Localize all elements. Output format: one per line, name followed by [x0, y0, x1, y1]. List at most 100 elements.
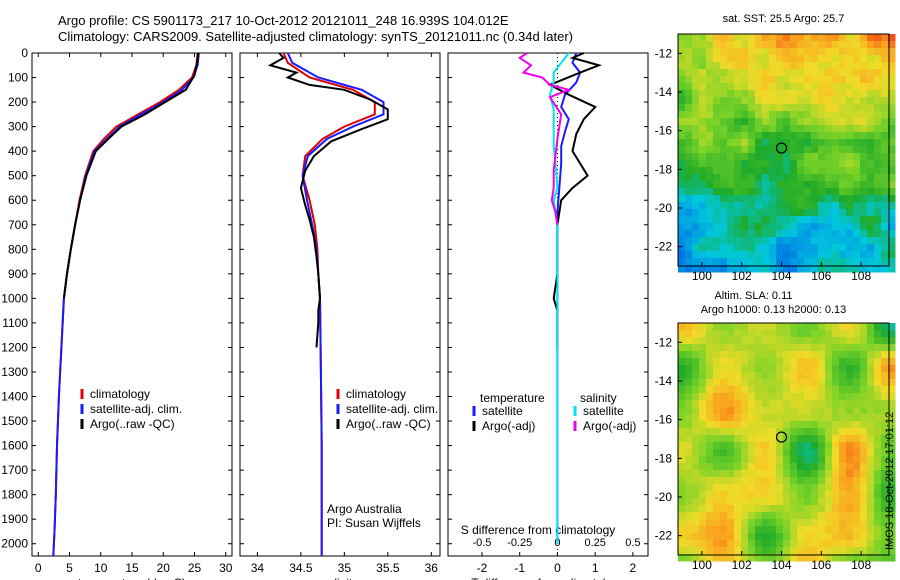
heatmap-cell [846, 400, 854, 408]
heatmap-cells [678, 34, 896, 273]
heatmap-cell [832, 181, 840, 189]
heatmap-cell [783, 386, 791, 394]
heatmap-cell [748, 76, 756, 84]
heatmap-cell [804, 223, 812, 231]
heatmap-cell [762, 358, 770, 366]
heatmap-cell [804, 202, 812, 210]
heatmap-cell [783, 97, 791, 105]
heatmap-cell [860, 456, 868, 464]
heatmap-cell [706, 484, 714, 492]
heatmap-cell [783, 125, 791, 133]
heatmap-cell [846, 34, 854, 42]
heatmap-cell [790, 323, 798, 331]
heatmap-cell [811, 55, 819, 63]
heatmap-cell [804, 111, 812, 119]
heatmap-cell [755, 323, 763, 331]
heatmap-cell [741, 414, 749, 422]
heatmap-cell [783, 188, 791, 196]
heatmap-cell [881, 435, 889, 443]
heatmap-cell [853, 344, 861, 352]
heatmap-cell [839, 230, 847, 238]
heatmap-cell [692, 209, 700, 217]
heatmap-cell [741, 470, 749, 478]
heatmap-cell [888, 435, 896, 443]
heatmap-cell [888, 526, 896, 534]
heatmap-cell [776, 372, 784, 380]
y-tick-label: 1200 [1, 340, 28, 354]
heatmap-cell [706, 498, 714, 506]
heatmap-cell [832, 365, 840, 373]
heatmap-cell [811, 428, 819, 436]
heatmap-cell [797, 230, 805, 238]
heatmap-cell [762, 456, 770, 464]
heatmap-cell [825, 153, 833, 161]
heatmap-cell [720, 167, 728, 175]
heatmap-cell [846, 90, 854, 98]
heatmap-cell [839, 90, 847, 98]
heatmap-cell [713, 223, 721, 231]
heatmap-cell [853, 132, 861, 140]
heatmap-cell [692, 323, 700, 331]
heatmap-cell [692, 202, 700, 210]
heatmap-cell [762, 223, 770, 231]
heatmap-cell [797, 449, 805, 457]
heatmap-cell [769, 251, 777, 259]
heatmap-cell [720, 526, 728, 534]
heatmap-cell [769, 202, 777, 210]
x-tick-label: 35.5 [376, 561, 400, 575]
heatmap-cell [734, 323, 742, 331]
heatmap-cell [797, 477, 805, 485]
heatmap-cell [811, 323, 819, 331]
heatmap-cell [748, 251, 756, 259]
heatmap-cell [818, 365, 826, 373]
heatmap-cell [762, 498, 770, 506]
heatmap-cell [741, 41, 749, 49]
heatmap-cell [825, 358, 833, 366]
heatmap-cell [839, 470, 847, 478]
heatmap-cell [825, 449, 833, 457]
heatmap-cell [762, 167, 770, 175]
heatmap-cell [797, 533, 805, 541]
heatmap-cell [776, 181, 784, 189]
heatmap-cell [790, 365, 798, 373]
y-tick-label: 300 [8, 120, 28, 134]
heatmap-cell [860, 223, 868, 231]
heatmap-cell [720, 435, 728, 443]
heatmap-cell [720, 421, 728, 429]
heatmap-cell [727, 386, 735, 394]
heatmap-cell [692, 533, 700, 541]
heatmap-cell [783, 202, 791, 210]
heatmap-cell [720, 34, 728, 42]
heatmap-cell [860, 365, 868, 373]
heatmap-cell [797, 174, 805, 182]
heatmap-cell [706, 533, 714, 541]
heatmap-cell [832, 195, 840, 203]
heatmap-cell [678, 512, 686, 520]
heatmap-cell [818, 216, 826, 224]
heatmap-cell [881, 90, 889, 98]
heatmap-cell [692, 230, 700, 238]
heatmap-cell [867, 533, 875, 541]
heatmap-cell [678, 421, 686, 429]
heatmap-cell [713, 365, 721, 373]
heatmap-cell [874, 554, 882, 562]
heatmap-cell [706, 265, 714, 273]
heatmap-cell [797, 351, 805, 359]
heatmap-cell [790, 498, 798, 506]
heatmap-cell [881, 244, 889, 252]
heatmap-cell [783, 139, 791, 147]
heatmap-cell [776, 526, 784, 534]
heatmap-cell [713, 132, 721, 140]
heatmap-cell [874, 90, 882, 98]
heatmap-cell [846, 97, 854, 105]
heatmap-cell [790, 400, 798, 408]
heatmap-cell [706, 216, 714, 224]
heatmap-cell [748, 414, 756, 422]
heatmap-cell [874, 202, 882, 210]
heatmap-cell [818, 265, 826, 273]
heatmap-cell [706, 421, 714, 429]
heatmap-cell [881, 195, 889, 203]
heatmap-cell [867, 146, 875, 154]
heatmap-cell [734, 456, 742, 464]
heatmap-cell [860, 216, 868, 224]
